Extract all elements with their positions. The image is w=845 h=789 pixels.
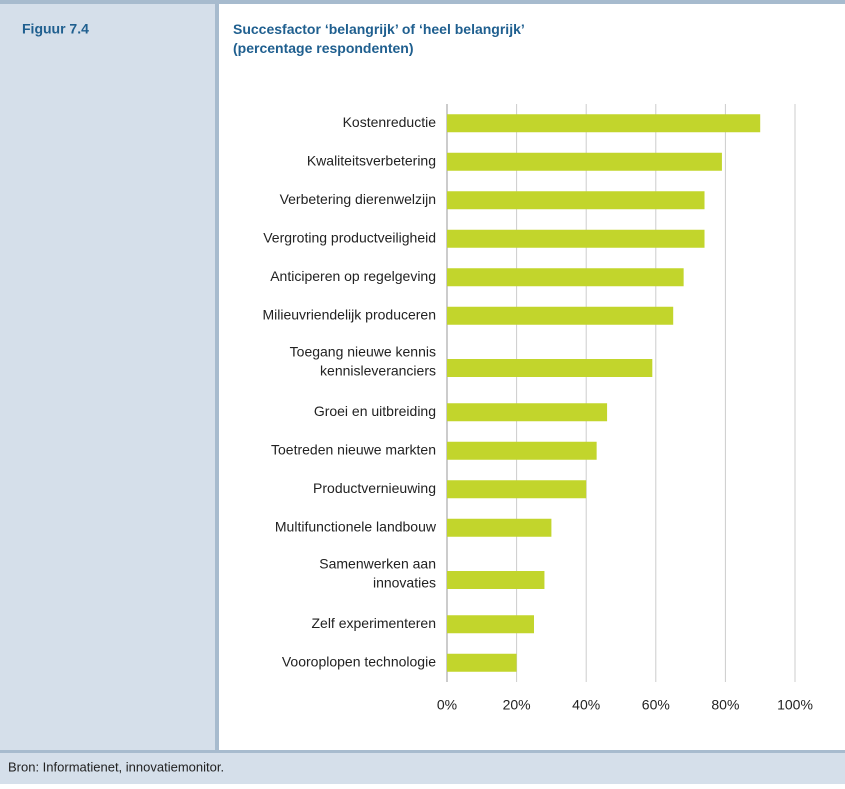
y-tick-label: Vergroting productveiligheid <box>263 229 436 245</box>
bar <box>447 306 674 325</box>
x-tick-label: 20% <box>503 697 531 713</box>
footer <box>0 752 845 784</box>
y-tick-label: Anticiperen op regelgeving <box>270 268 436 284</box>
x-tick-label: 60% <box>642 697 670 713</box>
top-border <box>0 0 845 4</box>
x-tick-label: 40% <box>572 697 600 713</box>
bar <box>447 615 534 634</box>
bar <box>447 403 608 422</box>
bar <box>447 268 684 287</box>
y-tick-label: Kwaliteitsverbetering <box>307 152 436 168</box>
bar <box>447 152 722 171</box>
footer-border <box>0 750 845 753</box>
y-tick-label: Vooroplopen technologie <box>282 653 436 669</box>
y-tick-label: Samenwerken aan innovaties <box>319 555 436 590</box>
x-tick-label: 0% <box>437 697 457 713</box>
chart-title: Succesfactor ‘belangrijk’ of ‘heel belan… <box>233 21 525 56</box>
bar <box>447 359 653 377</box>
y-tick-label: Kostenreductie <box>343 114 437 130</box>
bar <box>447 480 587 499</box>
y-tick-label: Toetreden nieuwe markten <box>271 441 436 457</box>
bar <box>447 114 761 133</box>
divider <box>215 0 219 752</box>
bar <box>447 441 597 460</box>
bar <box>447 229 705 248</box>
bar <box>447 518 552 537</box>
y-tick-label: Productvernieuwing <box>313 480 436 496</box>
bar <box>447 653 517 672</box>
figure-label: Figuur 7.4 <box>22 21 89 37</box>
y-tick-label: Zelf experimenteren <box>311 615 436 631</box>
bar <box>447 191 705 210</box>
bar <box>447 571 545 589</box>
y-tick-label: Multifunctionele landbouw <box>275 518 437 534</box>
source: Bron: Informatienet, innovatiemonitor. <box>8 759 224 774</box>
x-tick-label: 80% <box>711 697 739 713</box>
side-panel <box>0 0 215 752</box>
y-tick-label: Toegang nieuwe kennis kennisleveranciers <box>290 343 436 378</box>
y-tick-label: Groei en uitbreiding <box>314 403 436 419</box>
y-tick-label: Milieuvriendelijk produceren <box>262 306 436 322</box>
y-tick-label: Verbetering dierenwelzijn <box>280 191 436 207</box>
x-tick-label: 100% <box>777 697 813 713</box>
